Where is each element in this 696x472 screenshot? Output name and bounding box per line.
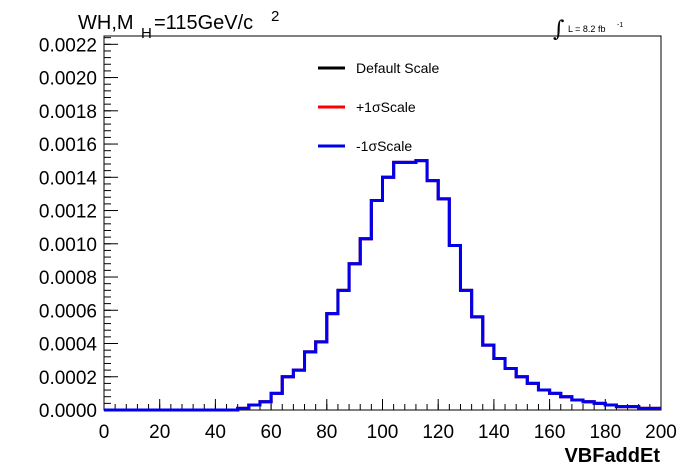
luminosity-superscript: -1: [617, 22, 623, 29]
x-tick-label: 180: [589, 422, 621, 443]
x-tick-label: 60: [261, 422, 282, 443]
title-main: WH,M: [78, 12, 134, 34]
x-tick-label: 140: [478, 422, 510, 443]
y-tick-label: 0.0022: [39, 35, 97, 56]
legend-label: Default Scale: [356, 60, 439, 76]
x-tick-label: 200: [645, 422, 677, 443]
y-tick-label: 0.0010: [39, 235, 97, 256]
y-tick-label: 0.0004: [39, 335, 98, 356]
integral-sign: ∫: [553, 17, 565, 42]
y-tick-label: 0.0000: [39, 401, 97, 422]
y-tick-label: 0.0020: [39, 69, 97, 90]
x-tick-label: 0: [99, 422, 110, 443]
title-subscript: H: [141, 25, 152, 42]
x-tick-label: 100: [367, 422, 399, 443]
y-tick-label: 0.0016: [39, 135, 97, 156]
chart-title: WH,M H =115GeV/c 2: [78, 8, 279, 42]
y-tick-label: 0.0006: [39, 301, 97, 322]
y-tick-label: 0.0012: [39, 202, 97, 223]
title-superscript: 2: [271, 8, 279, 25]
legend: Default Scale +1σScale -1σScale: [318, 60, 439, 154]
title-rest: =115GeV/c: [154, 12, 253, 34]
y-axis: 0.0000 0.0002 0.0004 0.0006 0.0008 0.0010 0.00…: [39, 35, 118, 422]
series-layer: [104, 159, 661, 412]
x-tick-label: 120: [422, 422, 454, 443]
y-tick-label: 0.0014: [39, 168, 98, 189]
x-tick-label: 160: [534, 422, 566, 443]
legend-label: +1σScale: [356, 99, 416, 115]
x-tick-label: 40: [205, 422, 226, 443]
legend-label: -1σScale: [356, 138, 412, 154]
luminosity-text: L = 8.2 fb: [568, 24, 605, 34]
y-tick-label: 0.0002: [39, 368, 97, 389]
x-tick-label: 20: [149, 422, 170, 443]
y-tick-label: 0.0018: [39, 102, 97, 123]
x-tick-label: 80: [316, 422, 337, 443]
y-tick-label: 0.0008: [39, 268, 97, 289]
x-axis-label: VBFaddEt: [564, 445, 660, 467]
histogram-series-2: [104, 159, 661, 412]
